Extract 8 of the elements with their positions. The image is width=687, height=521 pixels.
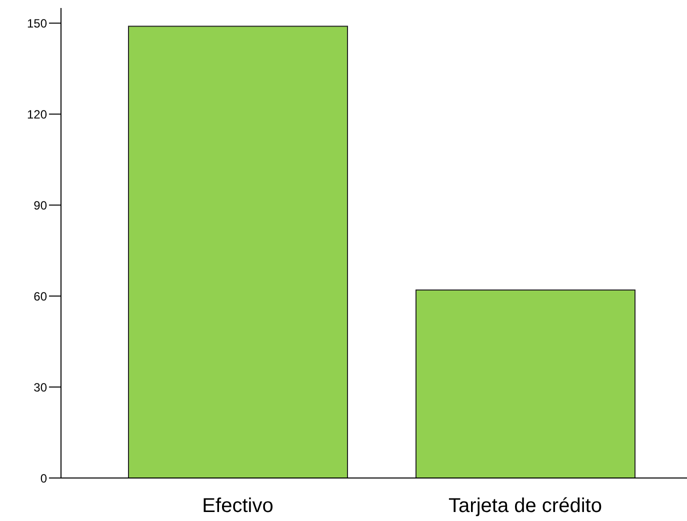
y-tick-label: 30 (34, 380, 48, 394)
x-tick-label: Efectivo (202, 495, 274, 518)
y-tick-label: 120 (26, 107, 48, 122)
y-tick-label: 90 (34, 198, 48, 212)
y-tick-label: 150 (26, 16, 48, 30)
x-tick-label: Tarjeta de crédito (448, 495, 602, 518)
y-tick-label: 0 (40, 471, 48, 486)
y-tick-label: 60 (34, 289, 48, 304)
